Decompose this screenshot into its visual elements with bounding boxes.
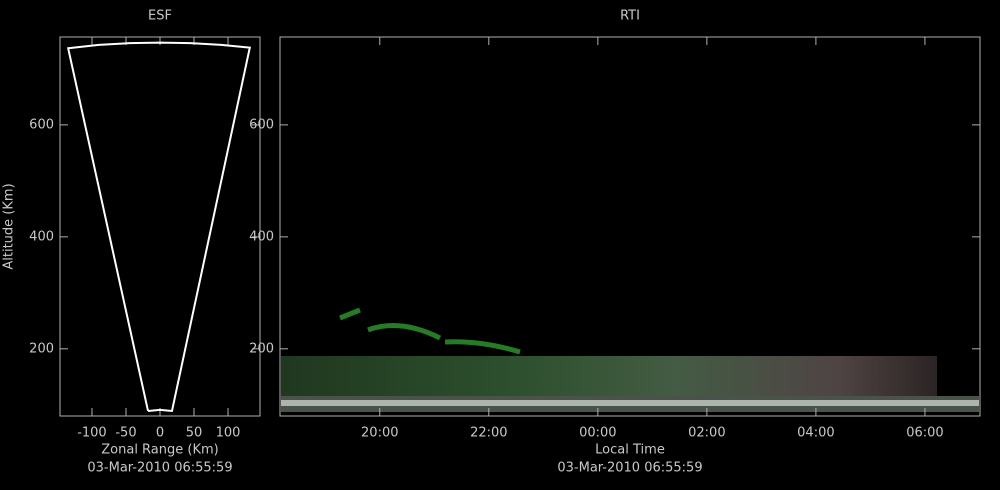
y-tick-label: 600 <box>29 117 54 132</box>
x-tick-label: 50 <box>186 426 203 441</box>
x-tick-label: 04:00 <box>797 426 834 441</box>
subtitle: 03-Mar-2010 06:55:59 <box>87 461 232 476</box>
x-tick-label: -100 <box>77 426 107 441</box>
x-tick-label: -50 <box>115 426 136 441</box>
x-tick-label: 06:00 <box>906 426 943 441</box>
y-axis-label: Altitude (Km) <box>2 183 17 269</box>
x-tick-label: 00:00 <box>579 426 616 441</box>
rti-frame <box>279 36 981 417</box>
x-tick-label: 100 <box>216 426 241 441</box>
x-axis-label: Local Time <box>595 443 665 458</box>
x-tick-label: 22:00 <box>470 426 507 441</box>
y-tick-label: 200 <box>29 341 54 356</box>
esf-frame <box>59 36 261 417</box>
subtitle: 03-Mar-2010 06:55:59 <box>557 461 702 476</box>
x-tick-label: 02:00 <box>688 426 725 441</box>
x-axis-label: Zonal Range (Km) <box>101 443 218 458</box>
x-tick-label: 20:00 <box>361 426 398 441</box>
y-tick-label: 400 <box>249 229 274 244</box>
panel-title: RTI <box>620 9 640 24</box>
fan-outline <box>66 41 252 413</box>
rti-image <box>281 307 979 412</box>
y-tick-label: 200 <box>249 341 274 356</box>
y-tick-label: 400 <box>29 229 54 244</box>
x-tick-label: 0 <box>156 426 164 441</box>
y-tick-label: 600 <box>249 117 274 132</box>
panel-title: ESF <box>148 9 172 24</box>
